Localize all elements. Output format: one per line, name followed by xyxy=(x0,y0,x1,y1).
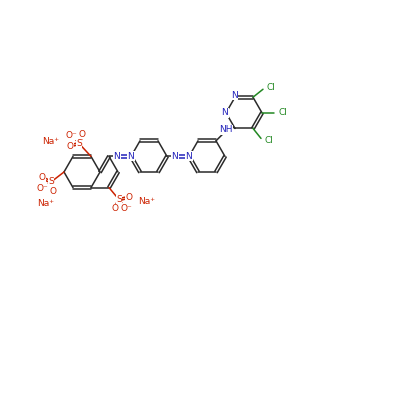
Text: Cl: Cl xyxy=(266,83,276,92)
Text: N: N xyxy=(231,91,237,100)
Text: O: O xyxy=(125,193,132,202)
Text: O⁻: O⁻ xyxy=(36,184,48,193)
Text: NH: NH xyxy=(219,125,233,134)
Text: S: S xyxy=(116,195,122,204)
Text: N: N xyxy=(172,152,178,161)
Text: Na⁺: Na⁺ xyxy=(138,197,156,206)
Text: N: N xyxy=(222,108,228,117)
Text: O: O xyxy=(79,130,86,139)
Text: Cl: Cl xyxy=(264,136,274,145)
Text: O: O xyxy=(66,142,73,151)
Text: Na⁺: Na⁺ xyxy=(38,200,54,208)
Text: N: N xyxy=(128,152,134,161)
Text: S: S xyxy=(76,139,82,148)
Text: O: O xyxy=(112,204,118,213)
Text: O: O xyxy=(39,173,46,182)
Text: O⁻: O⁻ xyxy=(66,131,78,140)
Text: N: N xyxy=(186,152,192,161)
Text: S: S xyxy=(48,178,54,186)
Text: O⁻: O⁻ xyxy=(120,204,132,212)
Text: O: O xyxy=(49,187,56,196)
Text: Cl: Cl xyxy=(278,108,288,117)
Text: Na⁺: Na⁺ xyxy=(42,137,60,146)
Text: N: N xyxy=(114,152,120,161)
